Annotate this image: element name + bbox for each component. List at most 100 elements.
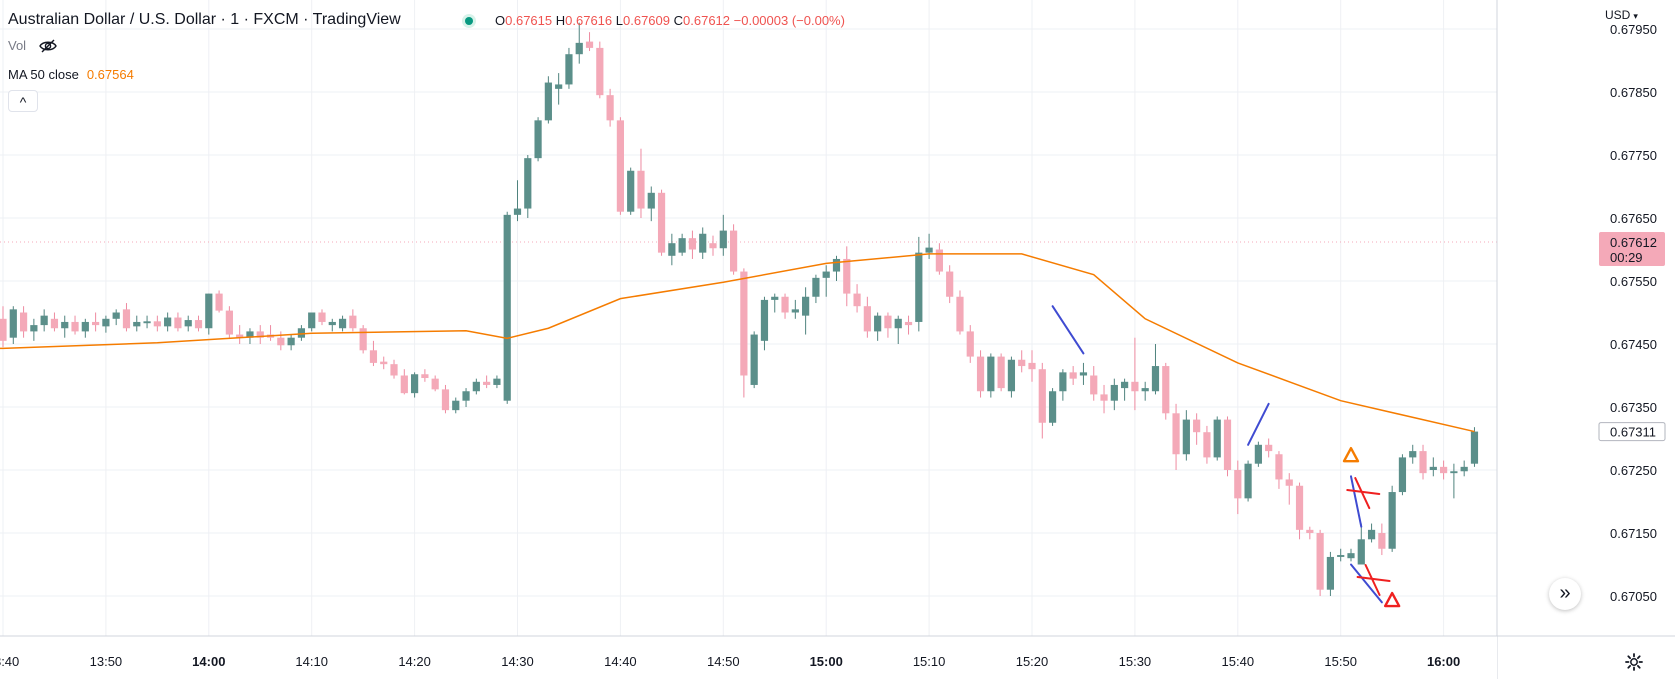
candle [1203, 425, 1211, 464]
price-tick-label: 0.67350 [1610, 400, 1657, 415]
candle [1069, 366, 1077, 385]
candle-body [688, 238, 697, 250]
candle [297, 325, 306, 341]
candle [493, 375, 501, 389]
candle [472, 378, 480, 395]
ma-legend[interactable]: MA 50 close 0.67564 [8, 67, 134, 82]
low-value: 0.67609 [623, 13, 670, 28]
candle-body [1367, 529, 1376, 540]
candle-body [308, 312, 316, 329]
candle-body [1306, 529, 1314, 533]
candle-body [534, 120, 542, 159]
candle [30, 318, 38, 341]
candle [92, 312, 100, 332]
candle-body [802, 296, 810, 316]
candle [1450, 463, 1458, 499]
candle-body [503, 214, 511, 401]
candle [750, 331, 758, 389]
candle-body [369, 350, 378, 363]
candle [822, 265, 830, 297]
time-tick-label: 14:50 [707, 654, 740, 669]
candle [164, 312, 172, 332]
candle-body [740, 271, 748, 376]
candle-body [606, 95, 614, 121]
annotation-blue-line-1 [1051, 305, 1085, 355]
candle-body [616, 120, 624, 212]
candle [812, 274, 820, 304]
candle-body [1295, 485, 1304, 530]
candle [976, 350, 985, 398]
candle [122, 303, 131, 332]
candle-body [1151, 366, 1160, 392]
candle-body [1110, 384, 1118, 401]
candle [143, 315, 151, 329]
candle-body [102, 318, 110, 327]
time-axis: 13:40 13:50 14:00 14:10 14:20 14:30 14:40 14:50… [0, 635, 1675, 679]
candle [153, 315, 161, 332]
annotation-blue-line-3 [1349, 475, 1363, 528]
candle-body [1100, 394, 1108, 401]
currency-select[interactable]: USD ▾ [1605, 8, 1638, 22]
market-status-icon [462, 14, 476, 28]
price-tick-label: 0.67450 [1610, 337, 1657, 352]
eye-off-icon[interactable] [38, 38, 58, 54]
collapse-legend-button[interactable]: ^ [8, 90, 38, 112]
candle [483, 375, 491, 389]
time-tick-label: 15:00 [810, 654, 843, 669]
candle-body [1182, 419, 1190, 455]
candle-body [1254, 444, 1262, 464]
candle [585, 32, 594, 52]
symbol-title[interactable]: Australian Dollar / U.S. Dollar · 1 · FX… [8, 11, 401, 28]
candle [987, 353, 995, 398]
candle [1347, 548, 1355, 562]
candle-body [349, 315, 357, 329]
candle [1079, 362, 1088, 385]
last-price-label: 0.67612 [1610, 235, 1657, 250]
candle-body [164, 317, 172, 327]
time-tick-label: 14:00 [192, 654, 225, 669]
candle-body [174, 317, 182, 329]
time-tick-label: 15:10 [913, 654, 946, 669]
last-price-tag [1599, 231, 1665, 266]
candle [256, 325, 264, 344]
candle-body [19, 312, 28, 332]
candle [421, 369, 429, 382]
candle-body [1326, 556, 1335, 590]
candle [205, 293, 213, 335]
candle-body [771, 296, 779, 300]
candle [719, 214, 727, 256]
candle [1223, 416, 1232, 477]
candle [71, 315, 79, 335]
gear-icon[interactable] [1624, 652, 1644, 672]
candle [369, 340, 378, 367]
time-tick-label: 14:20 [398, 654, 431, 669]
candle-body [884, 315, 892, 329]
candle-body [328, 321, 336, 326]
candle-body [637, 170, 645, 209]
price-tick-label: 0.67050 [1610, 589, 1657, 604]
candle [462, 388, 470, 407]
candle [277, 331, 285, 351]
candle-body [122, 309, 131, 329]
candle [1162, 362, 1170, 420]
candle-body [421, 374, 429, 379]
candle-body [1028, 362, 1036, 370]
candle [328, 318, 336, 332]
candle-body [1018, 359, 1026, 367]
candle-body [1460, 466, 1468, 472]
candle [925, 233, 933, 259]
candle [503, 211, 511, 404]
open-value: 0.67615 [505, 13, 553, 28]
candle [575, 22, 583, 64]
candle [9, 306, 17, 344]
candle-body [1069, 372, 1077, 379]
candle-body [1234, 470, 1242, 499]
scroll-to-realtime-button[interactable]: » [1549, 578, 1581, 610]
candle [390, 359, 398, 379]
annotation-red-cross-2 [1356, 563, 1391, 596]
candle-body [935, 249, 943, 272]
candle [616, 117, 624, 215]
volume-legend[interactable]: Vol [8, 38, 27, 53]
change-value: −0.00003 (−0.00%) [733, 13, 845, 28]
